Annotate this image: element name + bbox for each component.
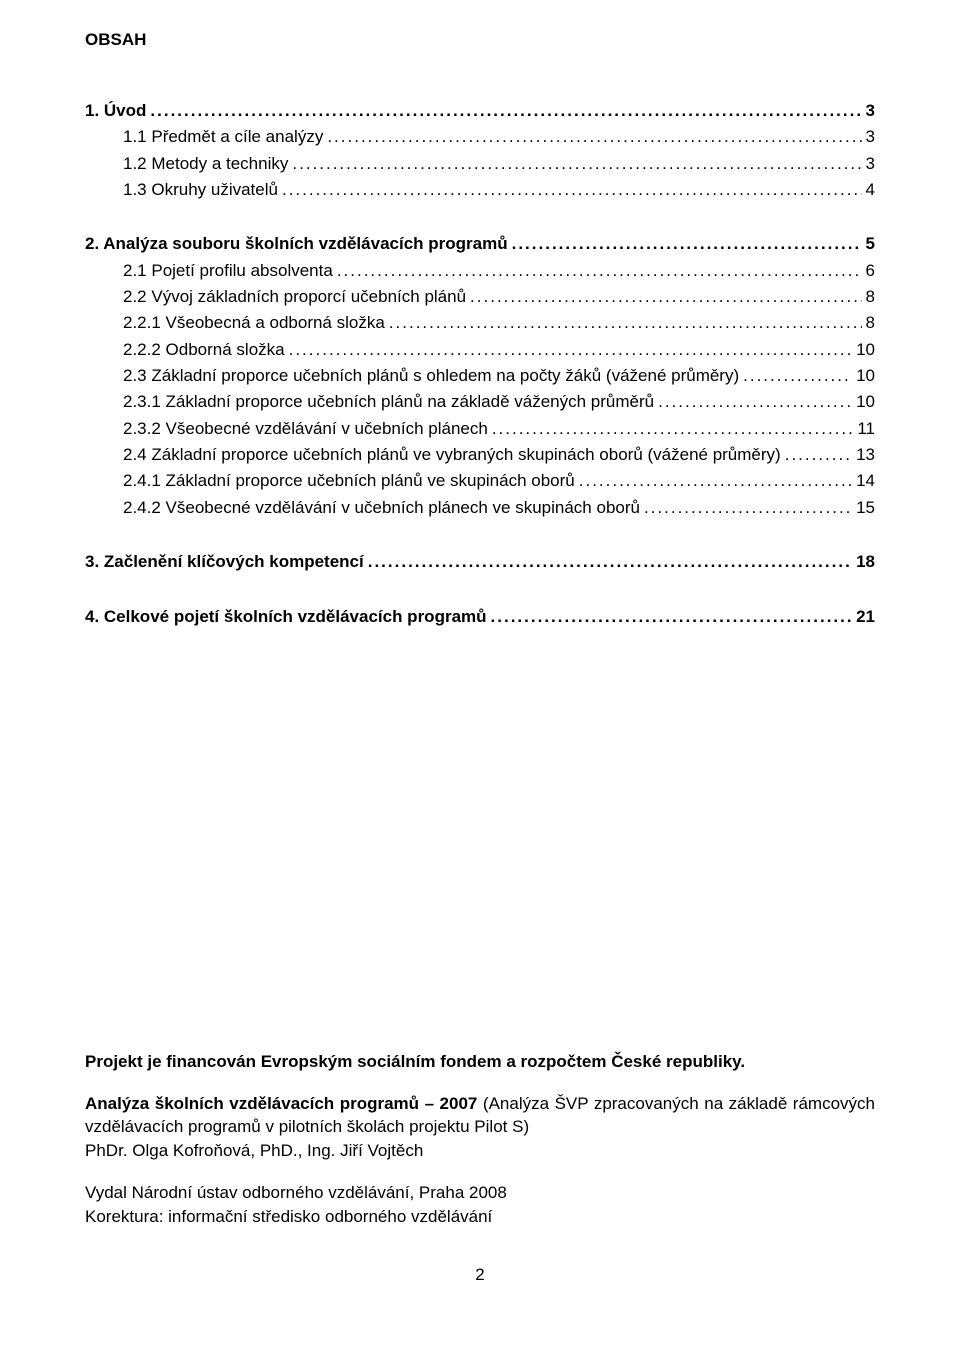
page-number: 2	[85, 1265, 875, 1285]
toc-label: 2.4 Základní proporce učebních plánů ve …	[123, 442, 781, 468]
toc-gap	[85, 203, 875, 231]
toc-page: 10	[856, 337, 875, 363]
footer-analysis-bold: Analýza školních vzdělávacích programů –…	[85, 1094, 477, 1113]
toc-entry: 2.3 Základní proporce učebních plánů s o…	[85, 363, 875, 389]
toc-page: 6	[866, 258, 875, 284]
toc-gap	[85, 576, 875, 604]
toc-label: 1.3 Okruhy uživatelů	[123, 177, 278, 203]
toc-label: 2.3 Základní proporce učebních plánů s o…	[123, 363, 739, 389]
footer-funding: Projekt je financován Evropským sociální…	[85, 1050, 875, 1074]
toc-label: 2.4.2 Všeobecné vzdělávání v učebních pl…	[123, 495, 640, 521]
footer-analysis-title: Analýza školních vzdělávacích programů –…	[85, 1092, 875, 1140]
toc-entry: 2.3.2 Všeobecné vzdělávání v učebních pl…	[85, 416, 875, 442]
toc-leader	[470, 284, 861, 310]
toc-leader	[150, 98, 861, 124]
toc-entry: 2. Analýza souboru školních vzdělávacích…	[85, 231, 875, 257]
toc-leader	[282, 177, 862, 203]
footer-proofreading: Korektura: informační středisko odbornéh…	[85, 1205, 875, 1229]
toc-label: 2.2.2 Odborná složka	[123, 337, 285, 363]
toc-page: 5	[866, 231, 875, 257]
toc-page: 3	[866, 151, 875, 177]
toc-entry: 2.4.2 Všeobecné vzdělávání v učebních pl…	[85, 495, 875, 521]
toc-leader	[491, 604, 853, 630]
toc-page: 11	[857, 416, 875, 442]
toc-entry: 2.4.1 Základní proporce učebních plánů v…	[85, 468, 875, 494]
toc-label: 3. Začlenění klíčových kompetencí	[85, 549, 364, 575]
toc-entry: 2.2.1 Všeobecná a odborná složka 8	[85, 310, 875, 336]
toc-page: 15	[856, 495, 875, 521]
toc-leader	[658, 389, 852, 415]
toc-label: 2.2.1 Všeobecná a odborná složka	[123, 310, 385, 336]
toc-label: 2. Analýza souboru školních vzdělávacích…	[85, 231, 508, 257]
toc-label: 2.4.1 Základní proporce učebních plánů v…	[123, 468, 575, 494]
toc-leader	[579, 468, 852, 494]
toc-leader	[389, 310, 862, 336]
toc-entry: 2.4 Základní proporce učebních plánů ve …	[85, 442, 875, 468]
footer-authors: PhDr. Olga Kofroňová, PhD., Ing. Jiří Vo…	[85, 1139, 875, 1163]
toc-label: 1.1 Předmět a cíle analýzy	[123, 124, 323, 150]
toc-entry: 2.2 Vývoj základních proporcí učebních p…	[85, 284, 875, 310]
document-page: OBSAH 1. Úvod31.1 Předmět a cíle analýzy…	[0, 0, 960, 1369]
toc-leader	[368, 549, 852, 575]
toc-leader	[644, 495, 852, 521]
toc-leader	[743, 363, 852, 389]
toc-entry: 3. Začlenění klíčových kompetencí 18	[85, 549, 875, 575]
toc-page: 10	[856, 389, 875, 415]
toc-label: 4. Celkové pojetí školních vzdělávacích …	[85, 604, 487, 630]
toc-entry: 1.2 Metody a techniky 3	[85, 151, 875, 177]
toc-page: 14	[856, 468, 875, 494]
toc-entry: 1. Úvod 3	[85, 98, 875, 124]
toc-entry: 2.1 Pojetí profilu absolventa 6	[85, 258, 875, 284]
toc-entry: 2.2.2 Odborná složka 10	[85, 337, 875, 363]
toc-page: 8	[866, 310, 875, 336]
toc-label: 2.3.2 Všeobecné vzdělávání v učebních pl…	[123, 416, 488, 442]
toc-label: 2.2 Vývoj základních proporcí učebních p…	[123, 284, 466, 310]
footer-publisher: Vydal Národní ústav odborného vzdělávání…	[85, 1181, 875, 1205]
toc-page: 21	[856, 604, 875, 630]
toc-entry: 1.1 Předmět a cíle analýzy 3	[85, 124, 875, 150]
toc-leader	[337, 258, 862, 284]
toc-page: 3	[866, 98, 875, 124]
toc-heading: OBSAH	[85, 30, 875, 50]
toc-page: 13	[856, 442, 875, 468]
toc-leader	[492, 416, 854, 442]
toc-leader	[785, 442, 852, 468]
toc-label: 1. Úvod	[85, 98, 146, 124]
toc-page: 4	[866, 177, 875, 203]
toc-leader	[292, 151, 861, 177]
toc-entry: 4. Celkové pojetí školních vzdělávacích …	[85, 604, 875, 630]
toc-leader	[327, 124, 861, 150]
toc-page: 18	[856, 549, 875, 575]
toc-entry: 1.3 Okruhy uživatelů 4	[85, 177, 875, 203]
toc-page: 3	[866, 124, 875, 150]
toc-page: 10	[856, 363, 875, 389]
table-of-contents: 1. Úvod31.1 Předmět a cíle analýzy31.2 M…	[85, 98, 875, 630]
footer-block: Projekt je financován Evropským sociální…	[85, 1050, 875, 1229]
toc-gap	[85, 521, 875, 549]
toc-label: 2.3.1 Základní proporce učebních plánů n…	[123, 389, 654, 415]
toc-leader	[512, 231, 862, 257]
toc-page: 8	[866, 284, 875, 310]
toc-label: 2.1 Pojetí profilu absolventa	[123, 258, 333, 284]
toc-leader	[289, 337, 852, 363]
toc-label: 1.2 Metody a techniky	[123, 151, 288, 177]
toc-entry: 2.3.1 Základní proporce učebních plánů n…	[85, 389, 875, 415]
